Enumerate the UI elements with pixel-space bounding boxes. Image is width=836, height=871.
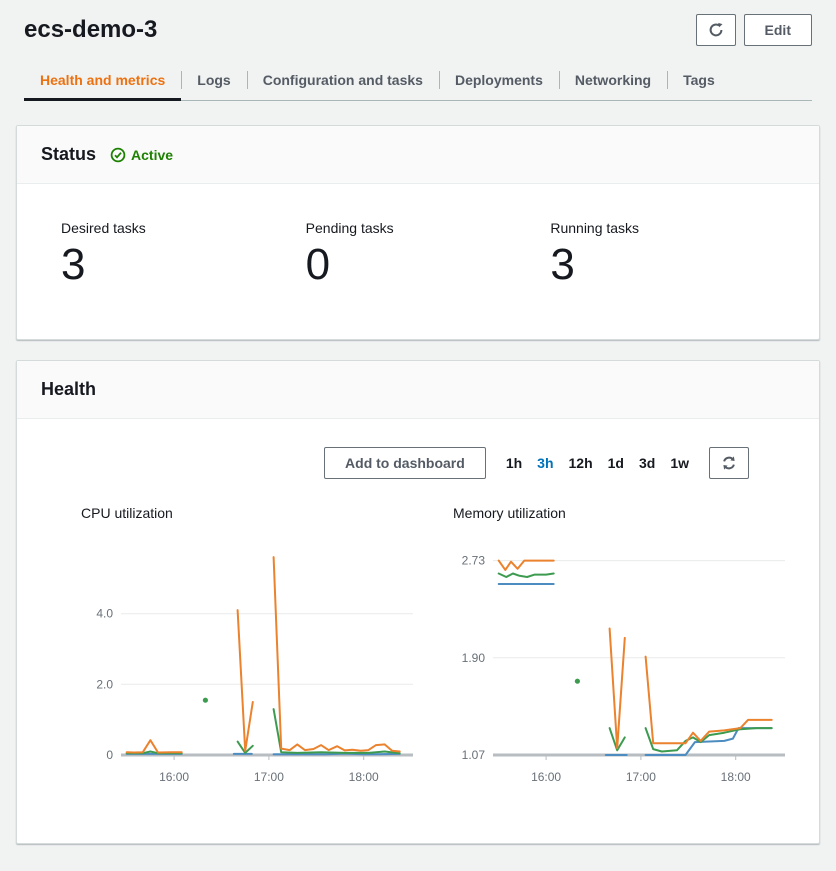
refresh-icon — [708, 22, 724, 38]
health-card-header: Health — [17, 360, 819, 419]
svg-text:16:00: 16:00 — [159, 770, 189, 784]
stat-running-tasks: Running tasks 3 — [550, 220, 795, 291]
charts-row: CPU utilization 4.0 2.0 0 16:00 17:00 18:00 M… — [37, 505, 799, 791]
service-detail-page: ecs-demo-3 Edit Health and metrics Logs … — [16, 0, 820, 844]
tab-health-and-metrics[interactable]: Health and metrics — [24, 62, 182, 101]
time-range-1h[interactable]: 1h — [505, 454, 523, 471]
metrics-toolbar: Add to dashboard 1h 3h 12h 1d 3d 1w — [37, 446, 799, 479]
stat-label: Running tasks — [550, 220, 640, 236]
header-refresh-button[interactable] — [695, 14, 736, 46]
stat-label: Pending tasks — [305, 220, 394, 236]
time-range-selector: 1h 3h 12h 1d 3d 1w — [506, 455, 689, 471]
stat-value: 3 — [61, 240, 86, 289]
page-header: ecs-demo-3 Edit — [16, 0, 820, 48]
svg-text:1.90: 1.90 — [462, 650, 486, 664]
svg-text:2.73: 2.73 — [462, 553, 486, 567]
status-card-body: Desired tasks 3 Pending tasks 0 Running … — [17, 184, 819, 339]
stat-value: 0 — [305, 240, 331, 289]
page-title: ecs-demo-3 — [24, 16, 158, 43]
cpu-utilization-chart: CPU utilization 4.0 2.0 0 16:00 17:00 18:00 — [79, 505, 419, 791]
memory-utilization-chart: Memory utilization 2.73 1.90 1.07 16:00 17:0… — [451, 505, 791, 791]
add-to-dashboard-button[interactable]: Add to dashboard — [324, 446, 486, 479]
memory-chart-title: Memory utilization — [453, 504, 566, 521]
stat-pending-tasks: Pending tasks 0 — [306, 220, 551, 291]
memory-chart-svg[interactable]: 2.73 1.90 1.07 16:00 17:00 18:00 — [451, 529, 791, 791]
svg-text:16:00: 16:00 — [531, 770, 561, 784]
svg-text:4.0: 4.0 — [96, 606, 113, 620]
status-title: Status — [41, 144, 97, 164]
svg-text:17:00: 17:00 — [626, 770, 656, 784]
edit-button[interactable]: Edit — [743, 14, 812, 46]
health-card-body: Add to dashboard 1h 3h 12h 1d 3d 1w — [17, 419, 819, 843]
svg-text:0: 0 — [106, 748, 113, 762]
tab-networking[interactable]: Networking — [558, 62, 667, 100]
stat-desired-tasks: Desired tasks 3 — [61, 220, 306, 291]
svg-text:2.0: 2.0 — [96, 677, 113, 691]
cpu-chart-title: CPU utilization — [81, 504, 173, 521]
status-badge-label: Active — [131, 146, 174, 163]
svg-text:18:00: 18:00 — [721, 770, 751, 784]
stat-label: Desired tasks — [61, 220, 146, 236]
metrics-refresh-button[interactable] — [709, 446, 749, 479]
tab-logs[interactable]: Logs — [181, 62, 246, 100]
status-card-header: Status Active — [17, 126, 819, 184]
svg-text:17:00: 17:00 — [254, 770, 284, 784]
tab-bar: Health and metrics Logs Configuration an… — [24, 62, 812, 101]
time-range-1w[interactable]: 1w — [670, 454, 689, 471]
svg-text:18:00: 18:00 — [349, 770, 379, 784]
tab-deployments[interactable]: Deployments — [438, 62, 559, 100]
tab-configuration-and-tasks[interactable]: Configuration and tasks — [246, 62, 439, 100]
health-card: Health Add to dashboard 1h 3h 12h 1d 3d … — [16, 359, 820, 844]
stat-value: 3 — [550, 240, 575, 289]
status-badge: Active — [110, 147, 173, 163]
time-range-3d[interactable]: 3d — [638, 454, 656, 471]
status-card: Status Active Desired tasks 3 Pending ta… — [16, 125, 820, 340]
time-range-3h[interactable]: 3h — [537, 454, 554, 471]
time-range-1d[interactable]: 1d — [607, 454, 624, 471]
tab-tags[interactable]: Tags — [667, 62, 731, 100]
health-title: Health — [41, 378, 97, 399]
refresh-icon — [721, 455, 737, 471]
time-range-12h[interactable]: 12h — [568, 454, 593, 471]
svg-text:1.07: 1.07 — [462, 748, 486, 762]
check-circle-icon — [110, 147, 126, 163]
cpu-chart-svg[interactable]: 4.0 2.0 0 16:00 17:00 18:00 — [79, 529, 419, 791]
header-actions: Edit — [695, 14, 812, 46]
